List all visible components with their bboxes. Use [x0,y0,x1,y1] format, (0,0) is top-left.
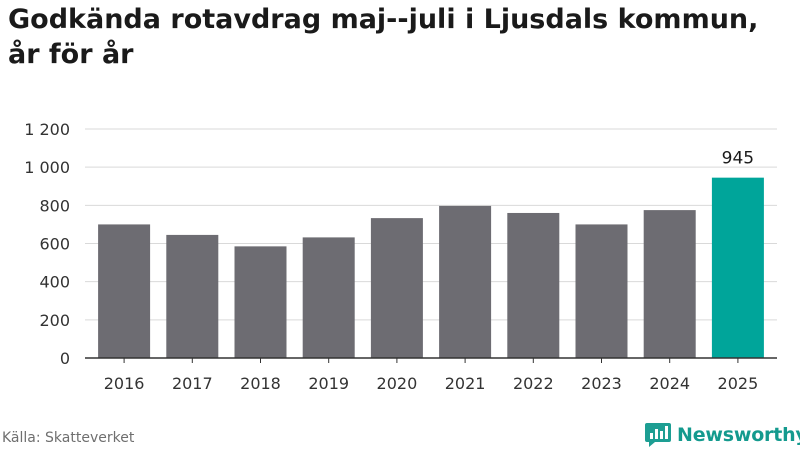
y-tick-label: 400 [39,273,70,292]
bar-2019 [302,237,355,358]
data-label: 945 [722,149,754,169]
y-tick-label: 0 [60,349,70,368]
bar-2020 [370,218,423,358]
bar-2022 [507,212,560,358]
bar-2021 [439,205,492,358]
data-labels: 945 [722,149,754,169]
bar-2023 [575,224,628,358]
x-tick-label: 2021 [445,374,486,393]
y-tick-label: 800 [39,196,70,215]
x-axis-tick-labels: 2016 2017 2018 2019 2020 2021 2022 2023 2024 2025 [104,358,759,393]
bar-2017 [166,234,219,358]
x-tick-label: 2022 [513,374,554,393]
chart-title: Godkända rotavdrag maj--juli i Ljusdals … [8,4,759,70]
bar-2024 [643,210,696,358]
bar-2018 [234,246,287,358]
x-tick-label: 2017 [172,374,213,393]
x-tick-label: 2024 [649,374,690,393]
y-tick-label: 200 [39,311,70,330]
x-tick-label: 2019 [308,374,349,393]
y-tick-label: 1 200 [24,120,70,139]
brand-logo[interactable]: Newsworthy [644,421,800,449]
y-tick-label: 600 [39,235,70,254]
x-tick-label: 2023 [581,374,622,393]
newsworthy-logo-icon [645,423,671,447]
x-tick-label: 2018 [240,374,281,393]
bars [98,177,764,358]
x-tick-label: 2025 [718,374,759,393]
y-axis-tick-labels: 0 200 400 600 800 1 000 1 200 [24,120,70,368]
bar-2025 [711,177,764,358]
x-tick-label: 2016 [104,374,145,393]
y-tick-label: 1 000 [24,158,70,177]
x-tick-label: 2020 [377,374,418,393]
source-note: Källa: Skatteverket [2,430,135,446]
brand-name: Newsworthy [677,424,800,446]
bar-2016 [98,224,151,358]
